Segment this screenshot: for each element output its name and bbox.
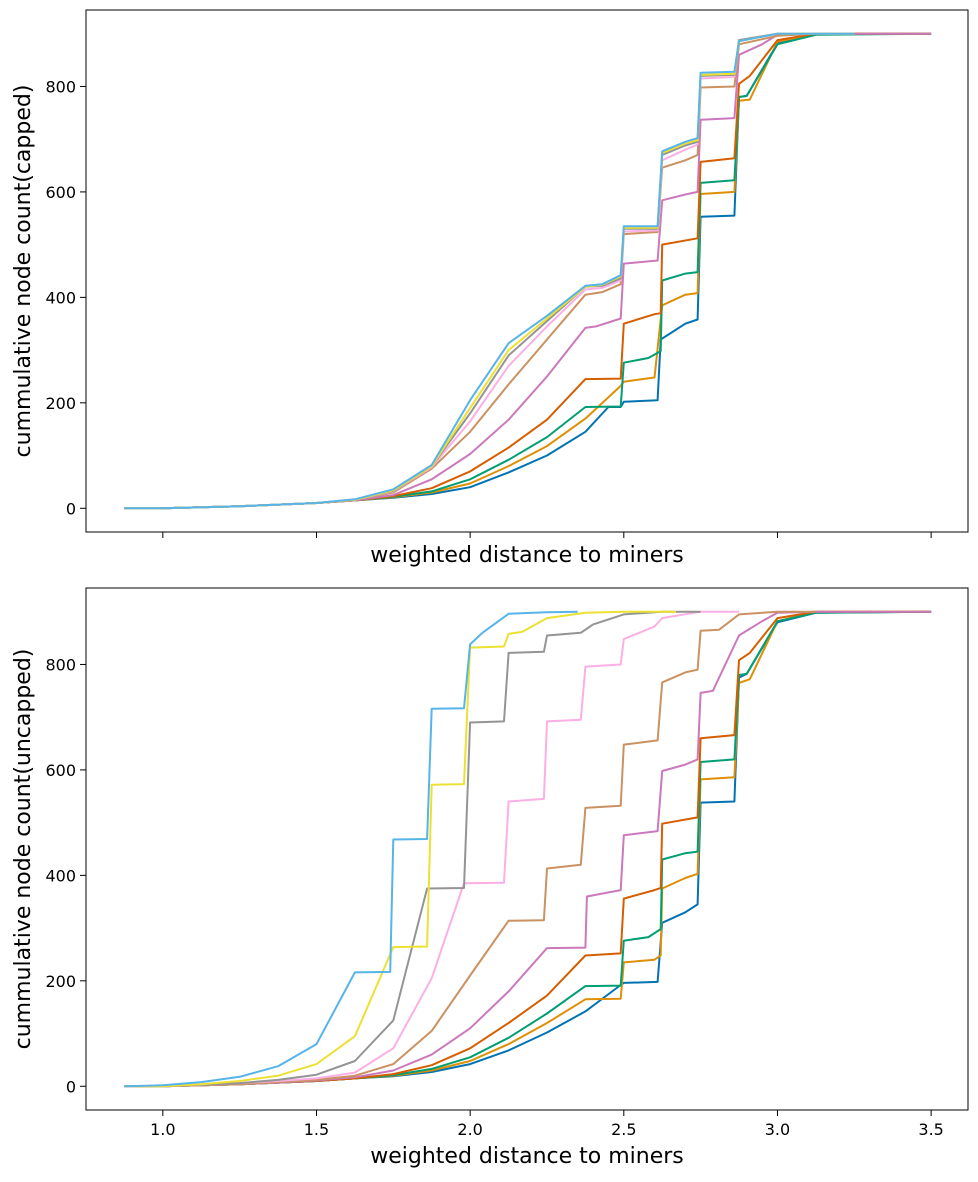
chart1-series-line-8 [124,610,701,1088]
chart0-y-axis-label: cummulative node count(capped) [11,85,36,458]
chart1-series-line-5 [124,610,932,1088]
chart1-axes-frame [85,587,969,1111]
chart1-x-tick-label-2: 1.5 [304,1120,329,1139]
chart1-series-group [124,610,932,1088]
chart1-x-tick-label-4: 2.5 [611,1120,636,1139]
chart0-series-group [124,32,932,510]
chart0-y-tick-label-5: 800 [45,77,76,96]
chart0-series-line-10 [124,32,855,510]
chart0-y-tick-label-3: 400 [45,288,76,307]
chart0-y-tick-label-4: 600 [45,183,76,202]
chart1-series-line-7 [124,610,739,1088]
capped-chart-panel: 0 200 400 600 800 weighted distance to miners… [11,9,969,568]
chart1-series-line-2 [124,610,932,1088]
chart0-series-line-5 [124,32,932,510]
chart0-series-line-1 [124,32,932,510]
chart1-y-tick-label-5: 800 [45,655,76,674]
chart1-series-line-10 [124,610,578,1088]
chart1-x-axis-label: weighted distance to miners [370,1144,684,1169]
chart1-series-line-1 [124,610,932,1088]
chart1-x-tick-label-1: 1.0 [150,1120,175,1139]
chart0-series-line-2 [124,32,932,510]
chart0-x-axis-label: weighted distance to miners [370,543,684,568]
chart1-series-line-6 [124,610,816,1088]
chart1-x-tick-label-5: 3.0 [765,1120,790,1139]
chart1-x-tick-label-3: 2.0 [457,1120,482,1139]
chart0-series-line-4 [124,32,932,510]
chart1-y-axis-label: cummulative node count(uncapped) [11,649,36,1050]
chart0-axes-frame [85,9,969,533]
chart1-series-line-3 [124,610,932,1088]
chart0-y-tick-label-1: 0 [66,499,76,518]
chart0-y-tick-label-2: 200 [45,394,76,413]
chart1-y-tick-label-4: 600 [45,761,76,780]
uncapped-chart-panel: 1.0 1.5 2.0 2.5 3.0 3.5 0 200 400 600 800 weighted … [11,587,969,1169]
chart1-x-tick-label-6: 3.5 [918,1120,943,1139]
chart1-series-line-4 [124,610,932,1088]
chart1-y-tick-label-1: 0 [66,1077,76,1096]
chart1-y-tick-label-2: 200 [45,972,76,991]
chart0-series-line-3 [124,32,932,510]
chart1-series-line-9 [124,610,676,1088]
chart1-y-tick-label-3: 400 [45,866,76,885]
